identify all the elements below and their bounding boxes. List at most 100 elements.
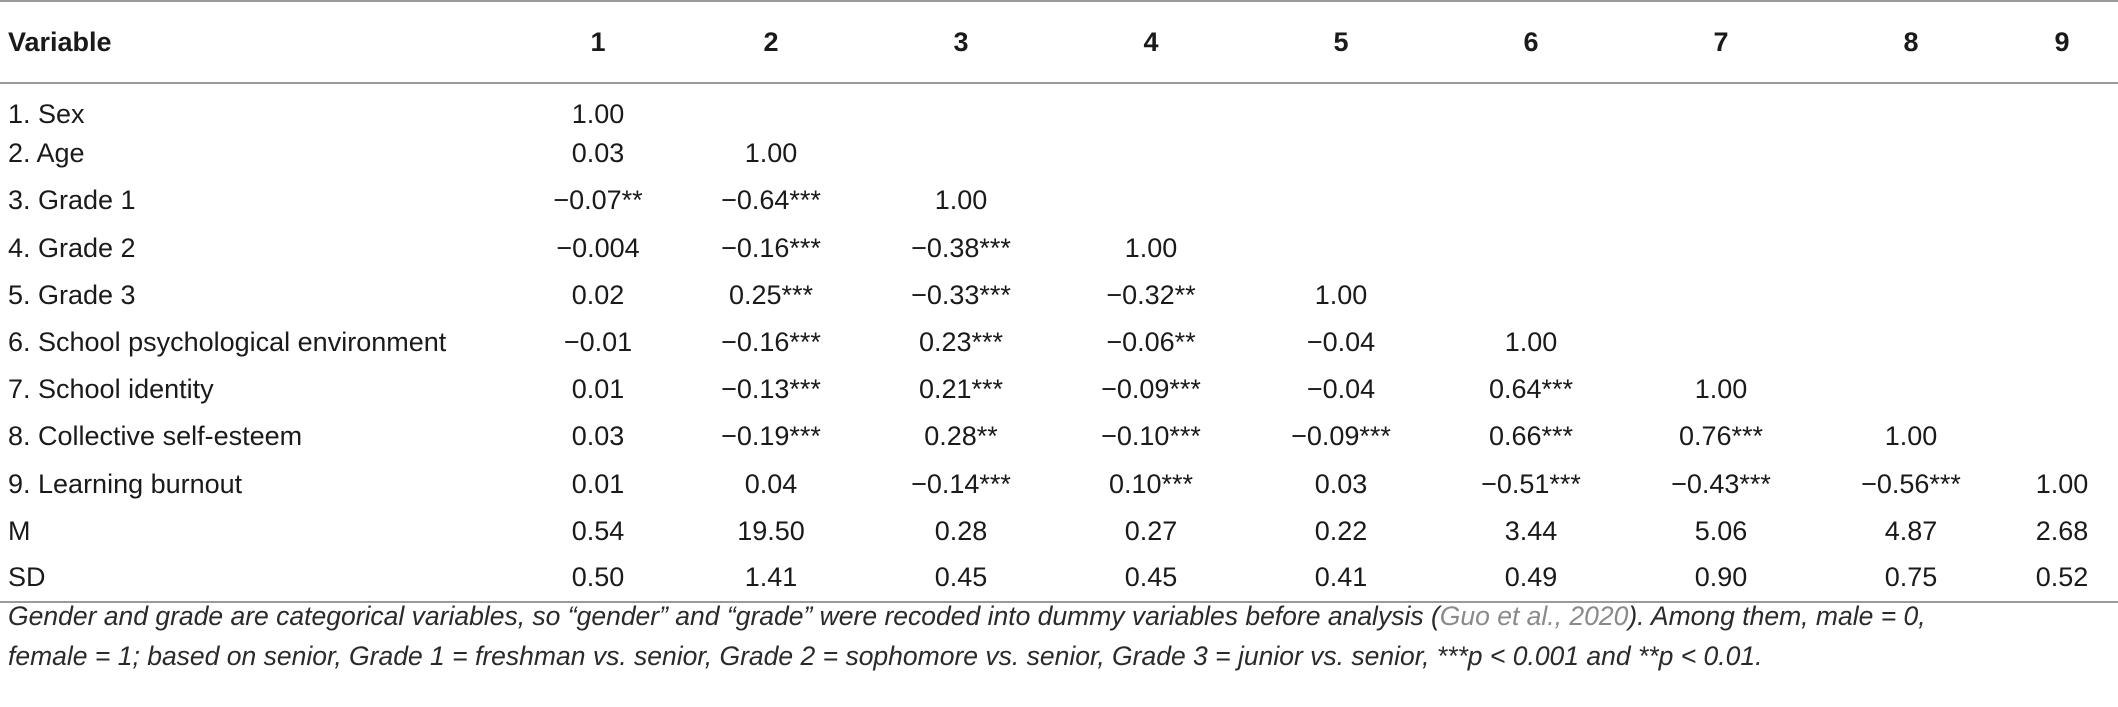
table-cell: 1.41 bbox=[676, 554, 866, 604]
table-cell bbox=[1246, 177, 1436, 224]
column-header-8: 8 bbox=[1816, 0, 2006, 84]
table-row: M 0.54 19.50 0.28 0.27 0.22 3.44 5.06 4.87 2.68 bbox=[0, 508, 2118, 555]
table-cell: −0.64*** bbox=[721, 185, 821, 216]
table-cell: 0.02 bbox=[571, 279, 625, 310]
table-cell bbox=[1626, 177, 1816, 224]
table-cell bbox=[2006, 366, 2118, 413]
table-cell bbox=[1816, 225, 2006, 272]
table-cell bbox=[1436, 272, 1626, 319]
row-label: 2. Age bbox=[8, 138, 85, 169]
row-label: 7. School identity bbox=[8, 374, 214, 405]
table-cell: 1.00 bbox=[2035, 468, 2089, 499]
table-cell: 0.23*** bbox=[918, 327, 1004, 358]
table-cell: 1.00 bbox=[1314, 279, 1368, 310]
table-cell: 0.03 bbox=[1314, 468, 1368, 499]
row-label: 5. Grade 3 bbox=[8, 279, 136, 310]
table-row: SD 0.50 1.41 0.45 0.45 0.41 0.49 0.90 0.75 0.52 bbox=[0, 554, 2118, 604]
table-cell bbox=[1816, 130, 2006, 177]
table-row: 2. Age 0.03 1.00 bbox=[0, 130, 2118, 177]
table-cell bbox=[1626, 225, 1816, 272]
table-cell: −0.38*** bbox=[911, 232, 1011, 263]
table-cell bbox=[2006, 83, 2118, 130]
row-label: SD bbox=[0, 554, 520, 604]
table-cell: −0.06** bbox=[1106, 327, 1196, 358]
column-header-7: 7 bbox=[1626, 0, 1816, 84]
table-cell: 0.03 bbox=[571, 138, 625, 169]
table-row: 7. School identity 0.01 −0.13*** 0.21*** −0.… bbox=[0, 366, 2118, 413]
table-cell: 5.06 bbox=[1694, 515, 1748, 546]
table-cell: −0.43*** bbox=[1671, 468, 1771, 499]
table-cell: 1.00 bbox=[1694, 374, 1748, 405]
table-cell bbox=[866, 130, 1056, 177]
column-header-1: 1 bbox=[520, 0, 676, 84]
table-cell: 4.87 bbox=[1884, 515, 1938, 546]
table-cell: 0.10*** bbox=[1108, 468, 1194, 499]
table-cell bbox=[866, 83, 1056, 130]
table-cell: 0.28 bbox=[934, 515, 988, 546]
table-cell: 0.28** bbox=[924, 421, 998, 452]
table-cell: 0.45 bbox=[866, 554, 1056, 604]
table-cell bbox=[1246, 130, 1436, 177]
table-row: 4. Grade 2 −0.004 −0.16*** −0.38*** 1.00 bbox=[0, 225, 2118, 272]
table-cell: 0.22 bbox=[1314, 515, 1368, 546]
row-label: 1. Sex bbox=[8, 98, 85, 129]
table-cell bbox=[1246, 83, 1436, 130]
table-cell: −0.09*** bbox=[1101, 374, 1201, 405]
table-cell bbox=[1816, 319, 2006, 366]
table-cell: −0.04 bbox=[1306, 327, 1376, 358]
row-label: 9. Learning burnout bbox=[8, 468, 243, 499]
table-cell: −0.16*** bbox=[721, 327, 821, 358]
table-cell: −0.56*** bbox=[1861, 468, 1961, 499]
table-cell: −0.51*** bbox=[1481, 468, 1581, 499]
table-row: 1. Sex 1.00 bbox=[0, 83, 2118, 130]
table-cell: 0.03 bbox=[571, 421, 625, 452]
table-cell: 2.68 bbox=[2035, 515, 2089, 546]
correlation-table: Variable 1 2 3 4 5 6 7 8 9 1. Sex 1.00 2. Age 0.03 1.… bbox=[0, 0, 2118, 604]
table-cell: −0.32** bbox=[1106, 279, 1196, 310]
table-cell: 0.90 bbox=[1626, 554, 1816, 604]
table-cell: 1.00 bbox=[1124, 232, 1178, 263]
table-cell bbox=[676, 83, 866, 130]
table-cell bbox=[2006, 319, 2118, 366]
table-cell: 1.00 bbox=[744, 138, 798, 169]
table-cell: 0.52 bbox=[2006, 554, 2118, 604]
table-cell: 0.76*** bbox=[1678, 421, 1764, 452]
table-cell bbox=[1246, 225, 1436, 272]
table-cell bbox=[2006, 413, 2118, 460]
table-cell: −0.19*** bbox=[721, 421, 821, 452]
table-row: 5. Grade 3 0.02 0.25*** −0.33*** −0.32** 1.00 bbox=[0, 272, 2118, 319]
table-cell bbox=[2006, 130, 2118, 177]
footnote-citation-link[interactable]: Guo et al., 2020 bbox=[1439, 601, 1629, 631]
table-cell: 0.64*** bbox=[1488, 374, 1574, 405]
table-cell: −0.33*** bbox=[911, 279, 1011, 310]
table-cell bbox=[1626, 272, 1816, 319]
table-cell: 0.21*** bbox=[918, 374, 1004, 405]
table-cell: 3.44 bbox=[1504, 515, 1558, 546]
table-cell: 1.00 bbox=[1884, 421, 1938, 452]
table-cell: 0.25*** bbox=[728, 279, 814, 310]
row-label: 8. Collective self-esteem bbox=[8, 421, 303, 452]
table-cell bbox=[2006, 225, 2118, 272]
row-label: 3. Grade 1 bbox=[8, 185, 136, 216]
table-row: 8. Collective self-esteem 0.03 −0.19*** 0.2… bbox=[0, 413, 2118, 460]
table-cell bbox=[1626, 130, 1816, 177]
table-cell: 0.01 bbox=[571, 468, 625, 499]
table-cell: 0.45 bbox=[1056, 554, 1246, 604]
table-cell: −0.13*** bbox=[721, 374, 821, 405]
table-cell: 1.00 bbox=[571, 98, 625, 129]
footnote-line-1: Gender and grade are categorical variabl… bbox=[8, 596, 2108, 636]
table-cell bbox=[1626, 83, 1816, 130]
table-body: 1. Sex 1.00 2. Age 0.03 1.00 3. Grade 1 −0.07*… bbox=[0, 83, 2118, 604]
table-cell: 0.54 bbox=[571, 515, 625, 546]
table-cell bbox=[1816, 83, 2006, 130]
table-cell bbox=[1056, 83, 1246, 130]
column-header-5: 5 bbox=[1246, 0, 1436, 84]
column-header-9: 9 bbox=[2006, 0, 2118, 84]
table-cell: −0.16*** bbox=[721, 232, 821, 263]
table-cell: 0.49 bbox=[1436, 554, 1626, 604]
column-header-6: 6 bbox=[1436, 0, 1626, 84]
footnote-line-2: female = 1; based on senior, Grade 1 = f… bbox=[8, 641, 1763, 671]
table-row: 3. Grade 1 −0.07** −0.64*** 1.00 bbox=[0, 177, 2118, 224]
table-cell: 0.27 bbox=[1124, 515, 1178, 546]
row-label: 4. Grade 2 bbox=[8, 232, 136, 263]
